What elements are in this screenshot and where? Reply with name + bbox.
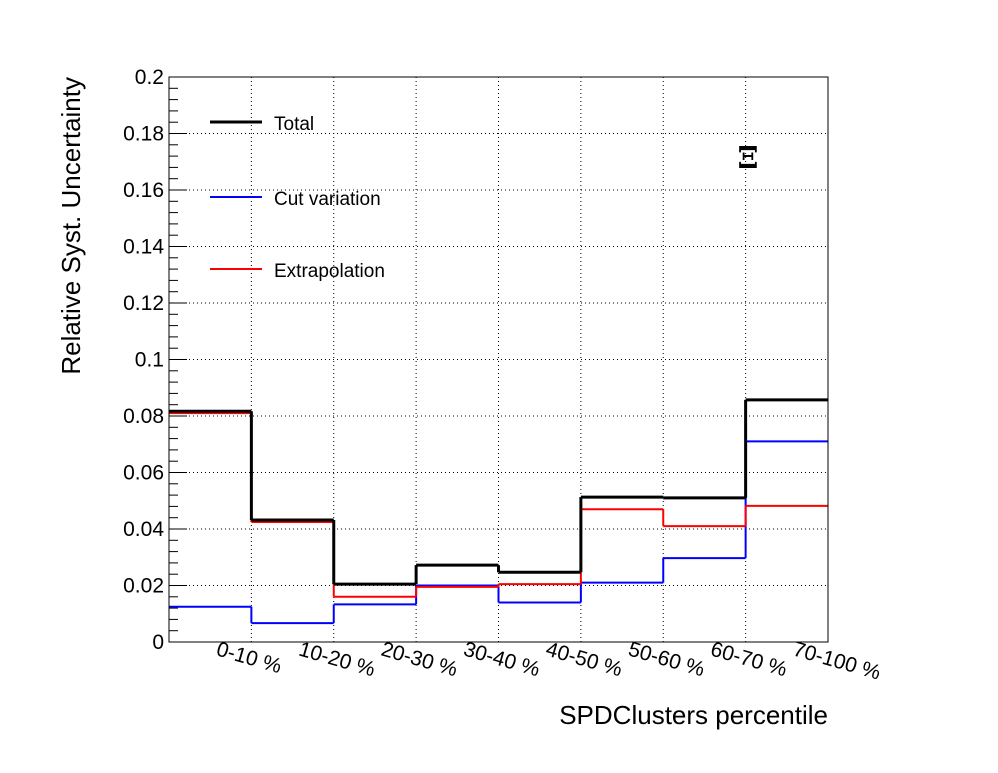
legend-label: Cut variation [274,189,381,210]
legend: Total Cut variation Extrapolation [210,114,385,282]
y-tick-label: 0.02 [123,575,164,598]
legend-label: Total [274,114,314,135]
axis-ticks [169,76,187,643]
y-axis-title: Relative Syst. Uncertainty [56,77,86,375]
y-tick-label: 0.18 [123,123,164,146]
series-cut-variation [169,440,828,625]
y-tick-labels: 0 0.02 0.04 0.06 0.08 0.1 0.12 0.14 0.16 0.18 0.2 [123,66,164,654]
legend-label: Extrapolation [274,261,385,282]
y-tick-label: 0.06 [123,462,164,485]
particle-annotation: Ξ [737,141,758,176]
y-tick-label: 0.2 [135,66,164,89]
series-total [169,398,828,586]
x-axis-title: SPDClusters percentile [559,700,828,730]
y-tick-label: 0.16 [123,179,164,202]
y-tick-label: 0.04 [123,518,164,541]
series-layer [169,398,828,625]
y-tick-label: 0.12 [123,292,164,315]
y-tick-label: 0 [152,631,164,654]
y-tick-label: 0.08 [123,405,164,428]
y-tick-label: 0.1 [135,349,164,372]
y-tick-label: 0.14 [123,236,164,259]
